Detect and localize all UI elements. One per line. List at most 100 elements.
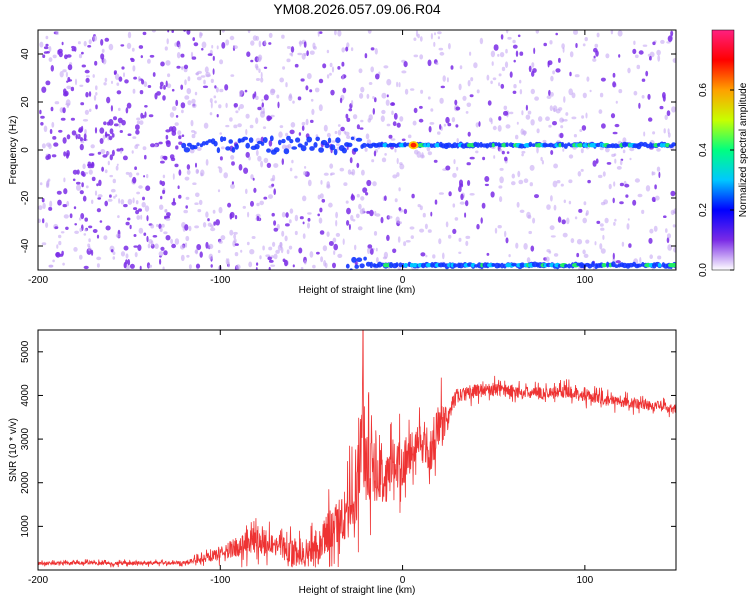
spectrogram-cell [81,51,84,55]
spectrogram-cell [439,97,444,104]
spectrogram-cell [343,130,347,134]
spectrogram-cell [615,260,621,264]
spectrogram-cell [201,41,207,49]
spectrogram-cell [317,194,321,200]
spectrogram-cell [348,108,353,112]
spectrogram-cell [286,249,290,255]
spectrogram-cell [552,70,555,75]
spectrogram-cell [136,120,140,125]
spectrogram-cell [294,230,298,236]
spectrogram-cell [74,223,77,226]
spectrogram-cell [392,248,397,254]
spectrogram-cell [268,140,273,147]
snr-y-tick-label: 5000 [20,340,31,363]
spectrogram-cell [652,131,656,135]
spectrogram-cell [324,262,328,269]
spectrogram-cell [39,109,42,115]
spectrogram-ridge-cell [193,145,198,150]
spectrogram-ridge-cell [351,256,357,263]
spectrogram-cell [75,134,78,140]
spectrogram-cell [312,264,316,269]
colorbar-ticks: 0.0 0.2 0.4 0.6 [698,83,734,277]
spectrogram-cell [160,246,165,251]
spectrogram-cell [641,209,645,214]
spectrogram-cell [184,176,190,181]
spectrogram-y-label: Frequency (Hz) [8,116,19,185]
spectrogram-cell [255,149,259,156]
spectrogram-cell [634,178,641,183]
spectrogram-cell [437,131,441,135]
spectrogram-cell [614,158,617,164]
spectrogram-cell [120,199,125,205]
spectrogram-cell [469,193,475,196]
spectrogram-cell [213,95,217,99]
spectrogram-cell [373,150,377,157]
spectrogram-cell [515,242,519,249]
spectrogram-ridge-cell [638,141,644,147]
spectrogram-cell [550,195,553,202]
spectrogram-ridge-cell [395,262,399,268]
spectrogram-cell [247,211,250,218]
spectrogram-ridge-cell [242,136,249,141]
spectrogram-ridge-cell [564,264,569,268]
spectrogram-cell [62,204,68,208]
spectrogram-cell [290,46,295,53]
spectrogram-cell [186,164,191,170]
spectrogram-cell [420,154,425,159]
spectrogram-cell [178,44,181,47]
spectrogram-cell [446,77,449,83]
spectrogram-cell [535,30,539,34]
spectrogram-cell [134,252,138,258]
spectrogram-cell [41,86,47,93]
spectrogram-cell [39,41,44,48]
spectrogram-cell [210,227,216,232]
spectrogram-cell [51,154,57,158]
spectrogram-cell [249,124,254,129]
spectrogram-cell [573,30,578,35]
spectrogram-cell [641,95,645,99]
spectrogram-ridge-cell [245,142,250,149]
spectrogram-cell [608,183,612,190]
spectrogram-cell [62,107,66,114]
spectrogram-cell [657,54,661,62]
spectrogram-cell [525,104,529,111]
spectrogram-cell [511,173,515,179]
spectrogram-cell [255,95,259,100]
spectrogram-cell [180,244,185,250]
spectrogram-ridge-cell [201,141,206,146]
spectrogram-cell [464,212,467,218]
spectrogram-cell [600,201,606,206]
spectrogram-cell [346,42,350,48]
spectrogram-cell [326,184,331,189]
spectrogram-cell [233,238,237,244]
spectrogram-cell [281,230,285,237]
spectrogram-cell [393,112,398,120]
spectrogram-cell [341,74,344,81]
spectrogram-cell [664,114,668,121]
spectrogram-cell [50,65,54,72]
spectrogram-cell [666,233,672,239]
spectrogram-cell [247,30,251,34]
spectrogram-cell [438,192,444,195]
spectrogram-cell [250,200,254,207]
spectrogram-x-axis: -200 -100 0 100 [28,30,594,286]
spectrogram-cell [563,96,566,103]
spectrogram-cell [629,147,635,152]
spectrogram-cell [299,216,304,220]
spectrogram-cell [550,75,554,82]
spectrogram-cell [281,211,286,218]
spectrogram-cell [290,122,296,128]
spectrogram-cell [610,113,616,119]
spectrogram-cell [465,240,469,247]
spectrogram-cell [482,156,486,161]
spectrogram-cell [240,249,243,253]
spectrogram-cell [229,117,233,122]
spectrogram-cell [184,224,189,231]
spectrogram-cell [309,251,314,258]
spectrogram-cell [192,37,195,42]
spectrogram-cell [595,158,599,164]
spectrogram-y-tick-label: 20 [20,96,31,108]
spectrogram-cell [100,53,105,60]
spectrogram-cell [38,218,42,223]
spectrogram-cell [225,258,229,265]
